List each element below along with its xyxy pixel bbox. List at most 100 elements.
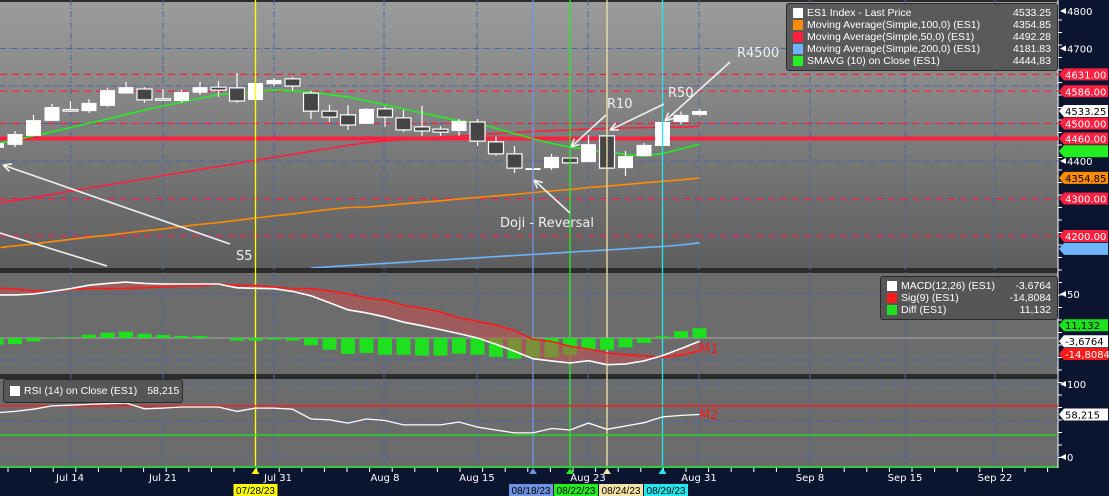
legend-item[interactable]: RSI (14) on Close (ES1) 58,215 bbox=[10, 385, 179, 397]
legend-value: 4533.25 bbox=[1013, 7, 1051, 19]
candle-body bbox=[581, 144, 596, 163]
candle-body bbox=[174, 92, 189, 101]
candle-body bbox=[339, 114, 357, 126]
date-marker-label: 08/22/23 bbox=[557, 486, 596, 496]
value-tag-label: 4300.00 bbox=[1065, 195, 1106, 206]
legend-swatch bbox=[887, 293, 897, 303]
moving-average-line bbox=[310, 242, 700, 268]
candle bbox=[636, 143, 652, 157]
x-tick-label: Sep 22 bbox=[978, 473, 1013, 484]
annotation-label: R50 bbox=[668, 86, 694, 101]
value-tag: 4300.00 bbox=[1059, 192, 1108, 206]
rsi-line bbox=[0, 402, 700, 434]
candle bbox=[469, 119, 486, 146]
legend-swatch bbox=[887, 305, 897, 315]
histogram-bar bbox=[26, 338, 41, 342]
candle bbox=[44, 104, 60, 121]
candle bbox=[413, 105, 431, 136]
date-marker-triangle-icon bbox=[529, 468, 537, 474]
histogram-bar bbox=[674, 331, 688, 338]
date-marker-triangle-icon bbox=[603, 468, 611, 474]
legend-item[interactable]: MACD(12,26) (ES1) -3.6764 bbox=[887, 280, 1051, 292]
annotation-label: Doji - Reversal bbox=[500, 216, 594, 231]
value-tag: 4631.00 bbox=[1059, 68, 1108, 81]
date-marker-triangle-icon bbox=[658, 468, 667, 474]
price-legend[interactable]: ES1 Index - Last Price 4533.25 Moving Aver… bbox=[786, 3, 1058, 71]
value-tag-shape bbox=[1059, 68, 1108, 81]
legend-label: Diff (ES1) bbox=[901, 304, 947, 316]
candle bbox=[581, 135, 596, 163]
value-tag-shape bbox=[1059, 192, 1108, 205]
x-tick-label: Aug 31 bbox=[681, 473, 716, 484]
rsi-legend[interactable]: RSI (14) on Close (ES1) 58,215 bbox=[3, 379, 183, 403]
legend-item[interactable]: Sig(9) (ES1) -14,8084 bbox=[887, 292, 1051, 304]
candle-body bbox=[284, 78, 301, 87]
histogram-bar bbox=[618, 338, 633, 348]
candle bbox=[62, 101, 79, 112]
legend-label: Sig(9) (ES1) bbox=[901, 292, 959, 304]
candle bbox=[100, 87, 115, 107]
candle bbox=[266, 78, 282, 86]
legend-value: 4444,83 bbox=[1013, 55, 1051, 67]
moving-average-line bbox=[0, 177, 700, 249]
y-tick-label: 100 bbox=[1067, 380, 1086, 391]
candle bbox=[228, 72, 246, 103]
x-tick-label: Jul 14 bbox=[55, 473, 84, 484]
value-tag-shape bbox=[1059, 145, 1108, 158]
value-tag-label: 4533.25 bbox=[1065, 107, 1106, 118]
histogram-bar bbox=[63, 337, 78, 338]
histogram-bar bbox=[433, 338, 448, 356]
candle bbox=[136, 87, 153, 103]
candle-body bbox=[0, 143, 4, 148]
legend-item[interactable]: Moving Average(Simple,100,0) (ES1) 4354.8… bbox=[793, 19, 1051, 31]
legend-swatch bbox=[887, 281, 897, 291]
histogram-bar bbox=[581, 338, 596, 350]
annotation-label: R10 bbox=[607, 97, 633, 112]
axis-tick-icon bbox=[1060, 8, 1066, 14]
legend-label: SMAVG (10) on Close (ES1) bbox=[807, 55, 940, 67]
panel-divider bbox=[0, 374, 1058, 379]
legend-item[interactable]: Diff (ES1) 11,132 bbox=[887, 304, 1051, 316]
legend-value: -14,8084 bbox=[1009, 292, 1051, 304]
histogram-bar bbox=[415, 338, 429, 356]
date-marker-label: 08/29/23 bbox=[647, 486, 686, 496]
candle-body bbox=[469, 121, 486, 142]
value-tag-label: 4354.85 bbox=[1065, 174, 1106, 185]
histogram-bar bbox=[230, 338, 244, 341]
x-tick-label: Sep 8 bbox=[796, 473, 824, 484]
legend-item[interactable]: SMAVG (10) on Close (ES1) 4444,83 bbox=[793, 55, 1051, 67]
y-tick-label: 4800 bbox=[1067, 7, 1092, 18]
legend-value: 4354.85 bbox=[1013, 19, 1051, 31]
candle-body bbox=[618, 156, 633, 169]
arrow-head bbox=[533, 179, 539, 189]
annotation-arrow bbox=[570, 114, 607, 148]
axis-tick-icon bbox=[1060, 158, 1066, 164]
legend-item[interactable]: Moving Average(Simple,200,0) (ES1) 4181.8… bbox=[793, 43, 1051, 55]
axis-tick-icon bbox=[1060, 454, 1066, 460]
legend-item[interactable]: Moving Average(Simple,50,0) (ES1) 4492.28 bbox=[793, 31, 1051, 43]
histogram-bar bbox=[322, 338, 337, 350]
trend-line bbox=[0, 232, 108, 267]
candle bbox=[618, 150, 633, 176]
date-marker-badge bbox=[233, 484, 278, 496]
rsi-annotation: M2 bbox=[699, 408, 719, 423]
candle bbox=[210, 81, 227, 97]
histogram-bar bbox=[285, 338, 300, 341]
histogram-bar bbox=[600, 338, 614, 350]
annotation-arrow bbox=[664, 61, 731, 122]
value-tag: 4354.85 bbox=[1059, 171, 1108, 185]
value-tag: -14,8084 bbox=[1059, 348, 1109, 361]
candle bbox=[451, 119, 467, 136]
candle-body bbox=[506, 153, 523, 169]
annotation-label: S5 bbox=[236, 249, 253, 264]
macd-legend[interactable]: MACD(12,26) (ES1) -3.6764 Sig(9) (ES1) -14,… bbox=[880, 276, 1058, 320]
legend-item[interactable]: ES1 Index - Last Price 4533.25 bbox=[793, 7, 1051, 19]
annotation-arrow bbox=[2, 164, 231, 245]
arrow-head bbox=[2, 163, 13, 166]
candle-body bbox=[359, 108, 374, 124]
histogram-bar bbox=[174, 335, 189, 338]
legend-label: Moving Average(Simple,200,0) (ES1) bbox=[807, 43, 981, 55]
candle bbox=[339, 105, 357, 130]
macd-plot bbox=[0, 281, 1058, 366]
